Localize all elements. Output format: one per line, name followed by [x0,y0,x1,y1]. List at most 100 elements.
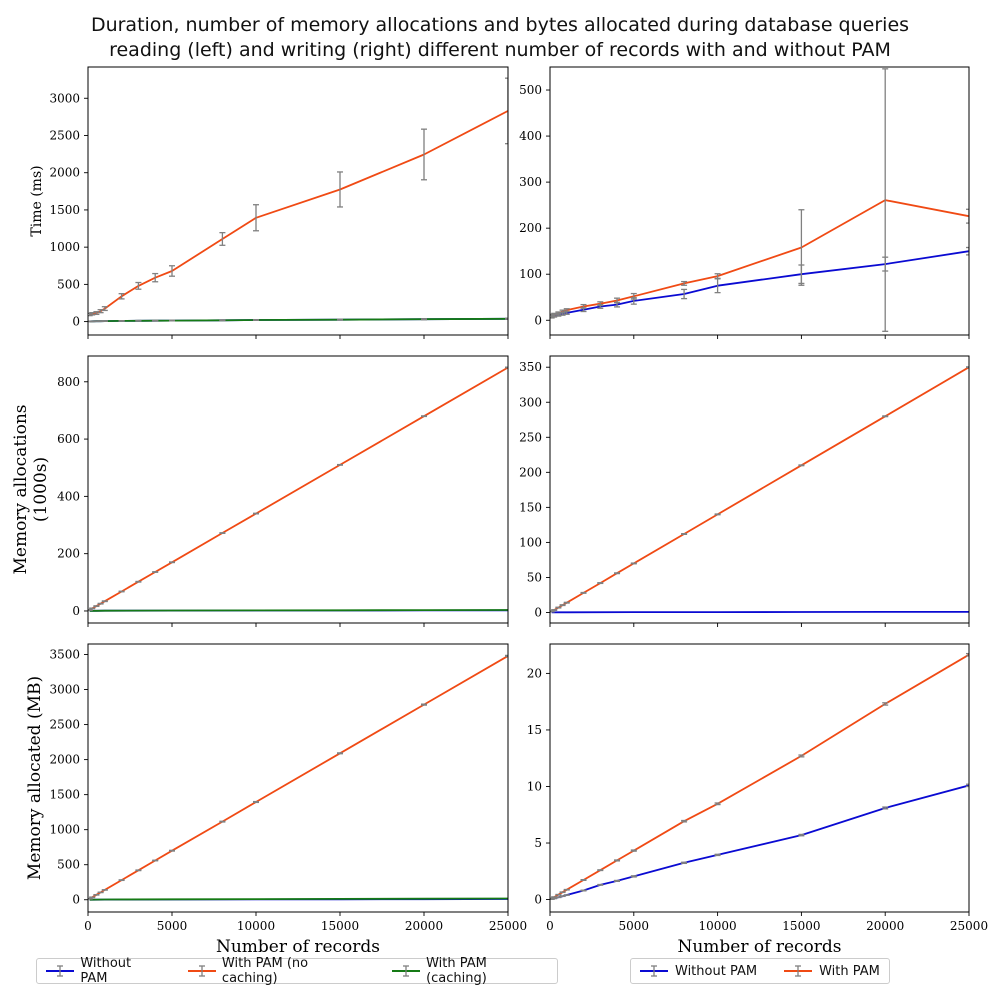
y-tick-label: 15 [527,723,542,737]
y-tick-label: 300 [519,395,542,409]
y-tick-label: 10 [527,779,542,793]
chart-title-line-2: reading (left) and writing (right) diffe… [109,39,891,61]
panel-write-bytes: 0 5000 10000 15000 20000 25000 0 5 10 15 20 Number … [527,643,988,957]
y-tick-label: 1500 [49,788,80,802]
plot-area [88,654,508,901]
legend-swatch-with-pam-no-caching-icon [187,965,216,977]
y-tick-label: 50 [527,570,542,584]
axes-frame [87,643,509,913]
y-tick-label: 250 [519,430,542,444]
x-tick-label: 25000 [489,919,527,933]
x-tick-label: 0 [84,919,92,933]
x-tick-label: 15000 [321,919,359,933]
legend-swatch-with-pam-write-icon [784,965,813,977]
y-tick-label: 1000 [49,240,80,254]
plot-area [550,68,969,332]
x-tick-label: 5000 [619,919,650,933]
x-tick-label: 5000 [157,919,188,933]
x-axis-label: Number of records [677,937,841,957]
y-tick-label: 3000 [49,91,80,105]
y-tick-label: 2000 [49,753,80,767]
y-axis-label: Memory allocated (MB) [25,676,45,880]
y-tick-label: 400 [519,129,542,143]
plot-area [550,366,969,614]
y-tick-label: 100 [519,267,542,281]
legend-right: Without PAM With PAM [630,958,890,984]
series-line-without-pam [551,784,969,900]
legend-swatch-without-pam-icon [46,965,74,977]
y-tick-label: 0 [72,315,80,329]
x-tick-label: 20000 [866,919,904,933]
y-tick-label: 2500 [49,128,80,142]
legend-swatch-without-pam-write-icon [640,965,668,977]
y-axis-label: Time (ms) [29,165,45,236]
y-tick-label: 2000 [49,166,80,180]
plot-area [88,77,508,323]
x-tick-label: 25000 [950,919,988,933]
y-tick-label: 1500 [49,203,80,217]
x-tick-label: 10000 [699,919,737,933]
y-tick-label: 100 [519,535,542,549]
x-tick-label: 15000 [782,919,820,933]
panel-write-time: 0 100 200 300 400 500 [519,66,970,339]
y-tick-label: 0 [534,605,542,619]
chart-title-line-1: Duration, number of memory allocations a… [90,14,910,36]
y-tick-label: 600 [57,432,80,446]
series-line-with-pam [551,653,969,900]
y-tick-label: 400 [57,489,80,503]
y-axis-label: (1000s) [31,457,51,522]
axes-frame [549,355,970,624]
legend-swatch-with-pam-caching-icon [391,965,420,977]
y-tick-label: 3000 [49,683,80,697]
series-line-with-pam-no-caching [89,110,508,316]
legend-item-with-pam-no-caching: With PAM (no caching) [187,956,365,986]
y-tick-label: 200 [57,547,80,561]
series-line-with-pam-caching [89,609,508,612]
y-tick-label: 500 [519,83,542,97]
legend-item-with-pam-write: With PAM [783,964,880,979]
y-tick-label: 0 [72,893,80,907]
legend-item-without-pam-write: Without PAM [639,964,757,979]
y-tick-label: 300 [519,175,542,189]
y-tick-label: 3500 [49,648,80,662]
legend-left: Without PAM With PAM (no caching) With P… [36,956,558,986]
axes-frame [87,355,509,624]
legend-item-with-pam-caching: With PAM (caching) [391,956,549,986]
legend-label-with-pam-no-caching: With PAM (no caching) [221,956,309,986]
series-line-with-pam-no-caching [89,655,508,900]
y-tick-label: 0 [534,893,542,907]
series-line-with-pam [551,366,969,613]
plot-area [550,652,969,900]
y-tick-label: 150 [519,500,542,514]
y-axis-label: Memory allocations [11,404,31,574]
y-tick-label: 2500 [49,718,80,732]
y-tick-label: 500 [57,277,80,291]
panel-write-allocations: 0 50 100 150 200 250 300 350 [519,355,970,627]
series-line-without-pam [551,611,969,614]
axes-frame [87,66,509,336]
legend-label-with-pam-caching: With PAM (caching) [426,956,487,986]
y-tick-label: 800 [57,375,80,389]
y-tick-label: 0 [72,604,80,618]
legend-item-without-pam: Without PAM [45,956,161,986]
series-line-with-pam-caching [89,897,508,901]
y-tick-label: 20 [527,666,542,680]
panel-read-bytes: 0 5000 10000 15000 20000 25000 0 500 1000 1500 200… [25,643,527,957]
series-line-with-pam-no-caching [89,366,508,611]
y-tick-label: 350 [519,360,542,374]
x-tick-label: 10000 [237,919,275,933]
x-axis-label: Number of records [216,937,380,957]
legend-label-without-pam-write: Without PAM [675,963,758,979]
panel-read-allocations: 0 200 400 600 800 Memory allocations (1000s) [11,355,509,627]
panel-read-time: 0 500 1000 1500 2000 2500 3000 Time (ms) [29,66,509,339]
legend-label-without-pam: Without PAM [80,956,132,986]
y-tick-label: 0 [534,313,542,327]
y-tick-label: 200 [519,221,542,235]
plot-area [88,366,508,612]
legend-label-with-pam-write: With PAM [819,963,880,979]
y-tick-label: 500 [57,858,80,872]
axes-frame [549,66,970,336]
y-tick-label: 1000 [49,823,80,837]
x-tick-label: 0 [546,919,554,933]
